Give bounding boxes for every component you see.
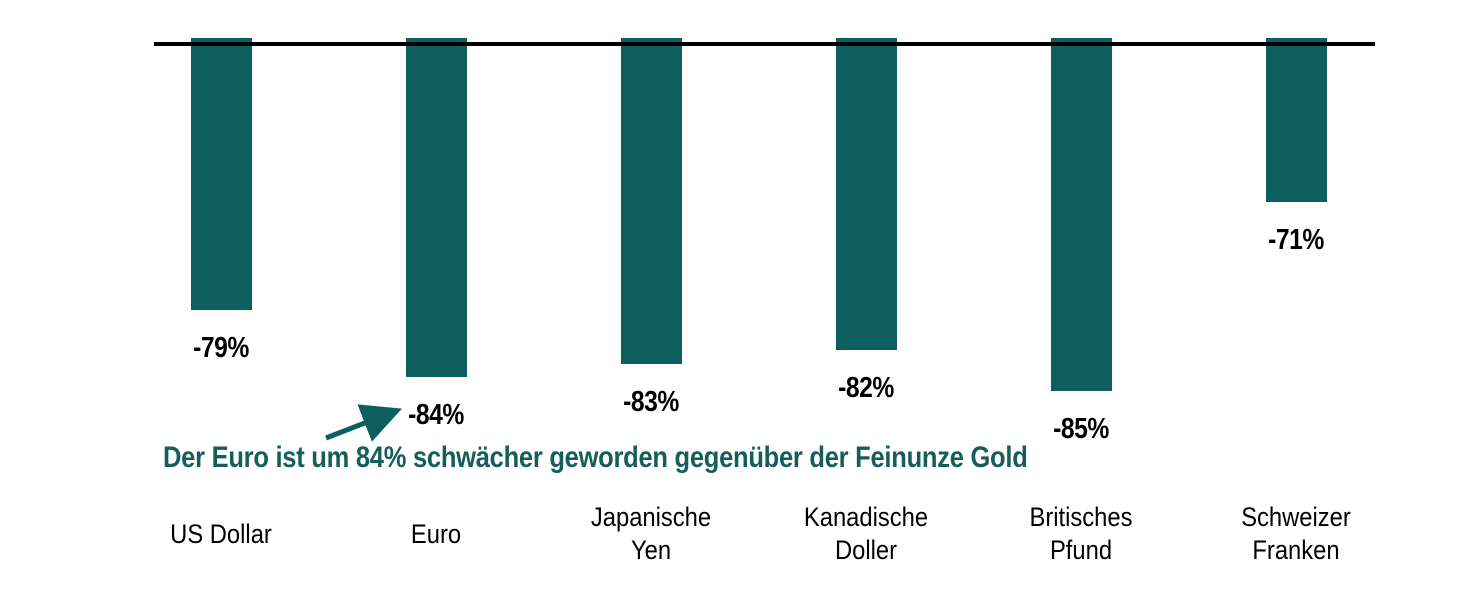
category-label: Euro [410,518,462,549]
category-label: US Dollar [170,518,272,549]
category-label: Kanadische Doller [803,502,929,565]
category-label: Britisches Pfund [1029,502,1133,565]
annotation-arrow-icon [325,404,402,442]
bar-value-label: -85% [1053,413,1109,445]
bar-value-label: -82% [838,372,894,404]
bar [836,38,897,350]
x-axis-line [154,42,1375,46]
bar-value-label: -84% [408,399,464,431]
category-label: Schweizer Franken [1241,502,1351,565]
annotation-text: Der Euro ist um 84% schwächer geworden g… [163,441,1028,474]
bar [1051,38,1112,391]
bar-value-label: -83% [623,386,679,418]
category-label: Japanische Yen [590,502,712,565]
bar-value-label: -71% [1268,224,1324,256]
bar [406,38,467,377]
bar [1266,38,1327,202]
bar-value-label: -79% [193,332,249,364]
bar [621,38,682,364]
bar [191,38,252,310]
